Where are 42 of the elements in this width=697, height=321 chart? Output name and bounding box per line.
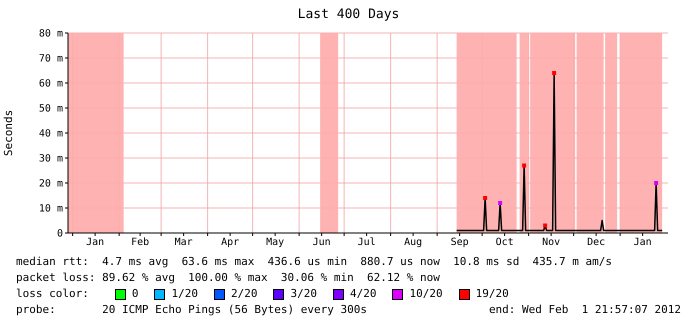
y-tick-label: 70 m [38, 54, 63, 65]
legend-label: 0 [132, 286, 138, 302]
x-tick-label: May [266, 237, 284, 248]
text: probe: 20 ICMP Echo Pings (56 Bytes) every 300s [16, 302, 367, 318]
x-tick-label: Jun [312, 237, 331, 248]
legend-label: 19/20 [476, 286, 509, 302]
y-tick-label: 80 m [38, 28, 63, 40]
point [522, 164, 526, 168]
y-tick-label: 60 m [38, 78, 63, 90]
point [483, 196, 488, 200]
y-tick-label: 50 m [38, 104, 63, 115]
x-tick-label: Jan [634, 237, 652, 248]
legend-label: 10/20 [409, 286, 443, 302]
x-tick-label: Apr [221, 237, 240, 248]
x-tick-label: Jan [86, 237, 104, 248]
x-tick-label: Aug [404, 237, 422, 248]
x-tick-label: Oct [496, 237, 514, 248]
legend-title: loss color: [16, 286, 89, 302]
x-tick-label: Feb [131, 237, 150, 248]
text: median rtt: 4.7 ms avg 63.6 ms max 436.6 us min 880.7 us now 10.8 ms sd 435.7 m am/s [16, 254, 614, 270]
text: end: Wed Feb 1 21:57:07 2012 [488, 302, 681, 318]
chart-title: Last 400 Days [296, 7, 400, 22]
legend-label: 2/20 [230, 286, 258, 302]
y-tick-label: 20 m [38, 178, 63, 190]
legend-label: 4/20 [350, 286, 376, 302]
point [552, 71, 556, 75]
x-tick-label: Nov [542, 237, 560, 248]
y-tick-label: 30 m [38, 154, 63, 165]
y-axis-title: Seconds [2, 110, 15, 156]
point [654, 181, 658, 185]
x-tick-label: Dec [587, 237, 606, 248]
y-tick-label: 10 m [38, 204, 63, 215]
point [543, 224, 548, 228]
x-tick-label: Sep [450, 237, 469, 248]
legend-label: 3/20 [290, 286, 317, 302]
legend-label: 1/20 [171, 286, 198, 302]
y-tick-label: 40 m [38, 128, 63, 140]
point [498, 201, 502, 205]
y-tick-label: 0 [56, 228, 63, 240]
x-tick-label: Jul [358, 237, 376, 248]
text: packet loss: 89.62 % avg 100.00 % max 30.06 % min 62.12 % now [16, 270, 441, 286]
x-tick-label: Mar [174, 237, 193, 248]
